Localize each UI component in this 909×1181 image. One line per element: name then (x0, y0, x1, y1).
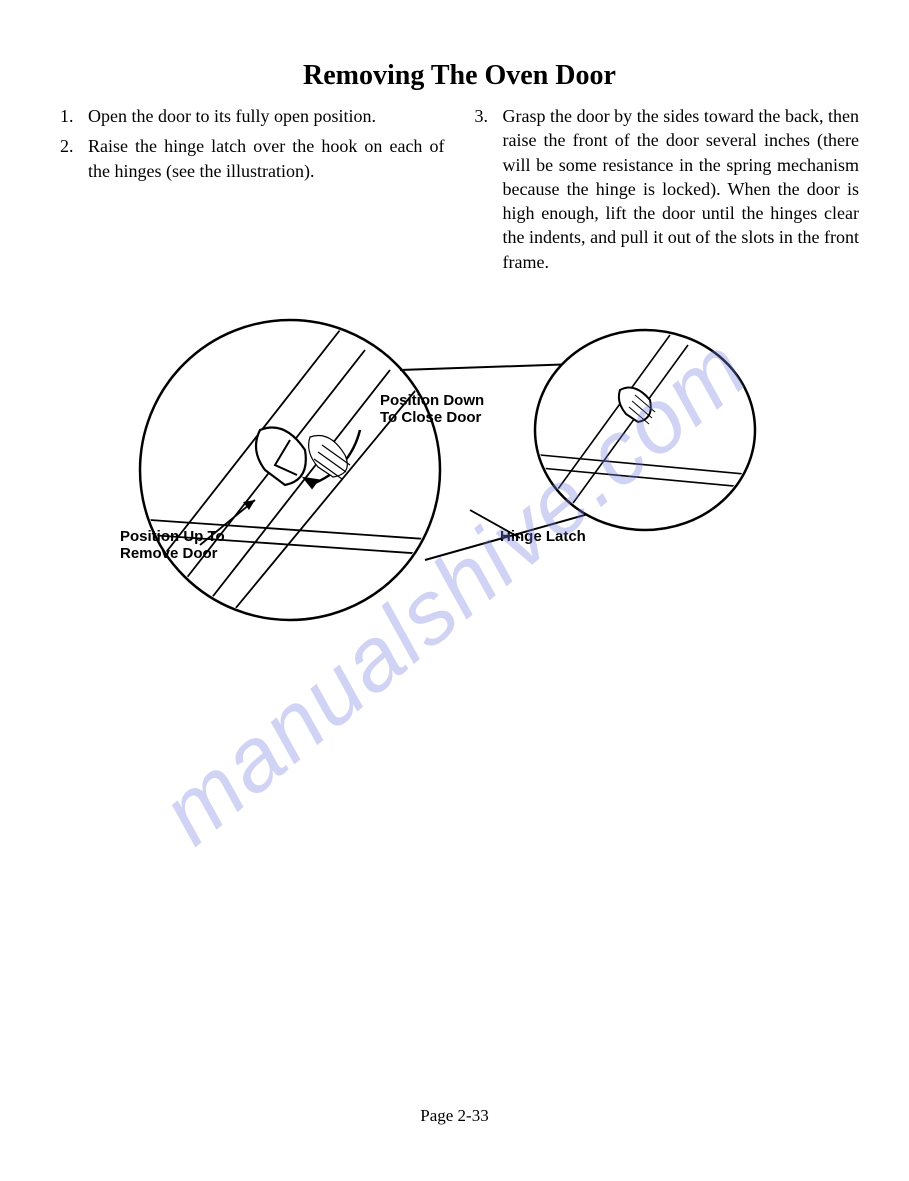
label-position-down: Position DownTo Close Door (380, 392, 510, 427)
step-number: 3. (475, 104, 503, 274)
hinge-diagram-svg (90, 300, 810, 640)
page-title: Removing The Oven Door (60, 60, 859, 92)
step-text: Raise the hinge latch over the hook on e… (88, 134, 445, 183)
instruction-columns: 1. Open the door to its fully open posit… (60, 104, 859, 280)
step-number: 1. (60, 104, 88, 128)
step-2: 2. Raise the hinge latch over the hook o… (60, 134, 445, 183)
hinge-illustration: Position DownTo Close Door Position Up T… (90, 300, 810, 640)
step-number: 2. (60, 134, 88, 183)
left-column: 1. Open the door to its fully open posit… (60, 104, 445, 280)
label-position-up: Position Up ToRemove Door (120, 528, 250, 563)
step-text: Open the door to its fully open position… (88, 104, 445, 128)
step-1: 1. Open the door to its fully open posit… (60, 104, 445, 128)
label-hinge-latch: Hinge Latch (500, 528, 586, 545)
step-3: 3. Grasp the door by the sides toward th… (475, 104, 860, 274)
page-number: Page 2-33 (0, 1106, 909, 1126)
right-column: 3. Grasp the door by the sides toward th… (475, 104, 860, 280)
step-text: Grasp the door by the sides toward the b… (503, 104, 860, 274)
